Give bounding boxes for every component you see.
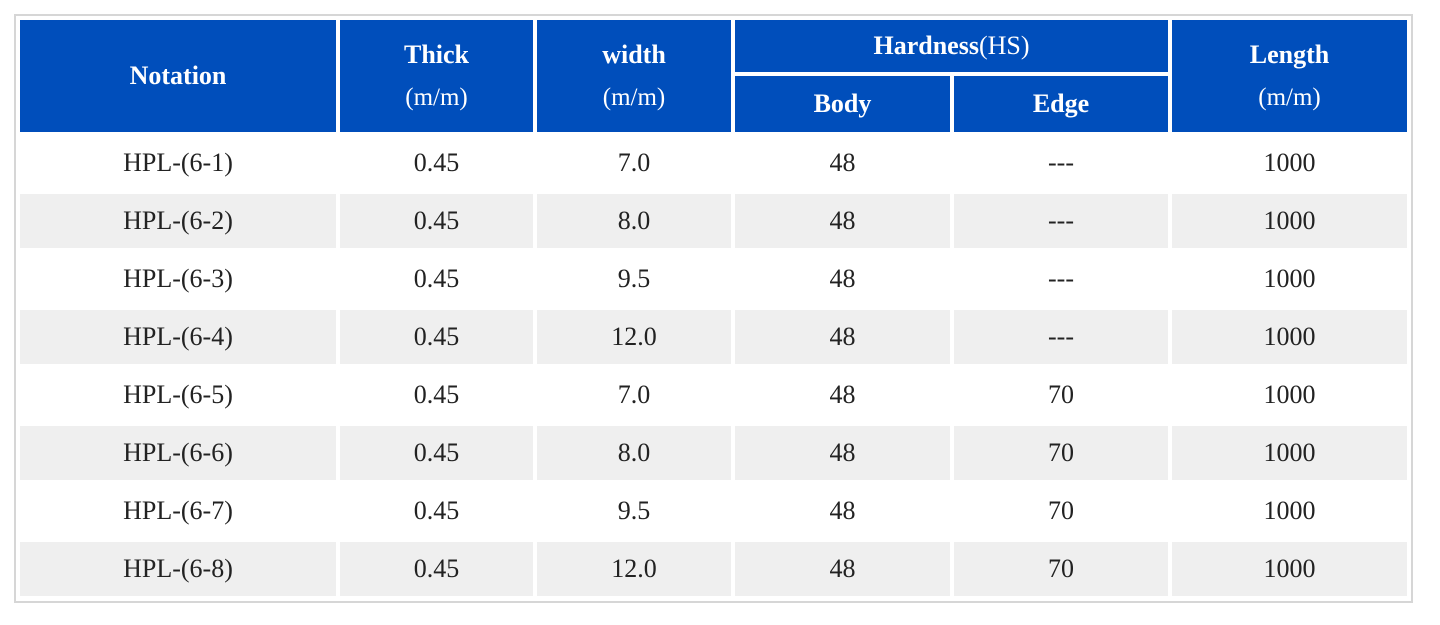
cell-edge: 70 (954, 542, 1168, 596)
cell-notation: HPL-(6-8) (20, 542, 336, 596)
table-row: HPL-(6-6) 0.45 8.0 48 70 1000 (20, 426, 1407, 480)
header-body: Body (735, 76, 950, 132)
header-width-unit: (m/m) (602, 84, 666, 111)
cell-body: 48 (735, 252, 950, 306)
header-hardness-unit: (HS) (978, 31, 1030, 60)
header-length: Length (m/m) (1172, 20, 1407, 132)
cell-notation: HPL-(6-4) (20, 310, 336, 364)
cell-edge: --- (954, 194, 1168, 248)
table-row: HPL-(6-4) 0.45 12.0 48 --- 1000 (20, 310, 1407, 364)
cell-body: 48 (735, 310, 950, 364)
cell-length: 1000 (1172, 136, 1407, 190)
cell-body: 48 (735, 368, 950, 422)
cell-width: 8.0 (537, 426, 731, 480)
cell-notation: HPL-(6-2) (20, 194, 336, 248)
cell-length: 1000 (1172, 194, 1407, 248)
cell-edge: --- (954, 136, 1168, 190)
cell-body: 48 (735, 194, 950, 248)
header-thick-label: Thick (403, 40, 470, 69)
cell-length: 1000 (1172, 368, 1407, 422)
cell-width: 9.5 (537, 484, 731, 538)
cell-width: 7.0 (537, 368, 731, 422)
cell-notation: HPL-(6-7) (20, 484, 336, 538)
cell-width: 12.0 (537, 310, 731, 364)
cell-notation: HPL-(6-1) (20, 136, 336, 190)
spec-table: Notation Thick (m/m) width (m/m) Hardnes… (16, 16, 1411, 600)
cell-thick: 0.45 (340, 252, 533, 306)
cell-thick: 0.45 (340, 194, 533, 248)
cell-thick: 0.45 (340, 136, 533, 190)
cell-edge: 70 (954, 484, 1168, 538)
cell-body: 48 (735, 426, 950, 480)
header-width-label: width (602, 40, 666, 69)
cell-width: 7.0 (537, 136, 731, 190)
cell-width: 8.0 (537, 194, 731, 248)
cell-body: 48 (735, 136, 950, 190)
header-length-label: Length (1249, 40, 1330, 69)
cell-edge: 70 (954, 426, 1168, 480)
table-row: HPL-(6-5) 0.45 7.0 48 70 1000 (20, 368, 1407, 422)
cell-edge: --- (954, 252, 1168, 306)
header-body-label: Body (813, 89, 872, 118)
table-row: HPL-(6-2) 0.45 8.0 48 --- 1000 (20, 194, 1407, 248)
header-length-unit: (m/m) (1258, 84, 1321, 111)
header-hardness: Hardness(HS) (735, 20, 1168, 72)
table-row: HPL-(6-1) 0.45 7.0 48 --- 1000 (20, 136, 1407, 190)
cell-length: 1000 (1172, 252, 1407, 306)
cell-notation: HPL-(6-6) (20, 426, 336, 480)
table-body: HPL-(6-1) 0.45 7.0 48 --- 1000 HPL-(6-2)… (20, 136, 1407, 596)
cell-length: 1000 (1172, 542, 1407, 596)
cell-edge: 70 (954, 368, 1168, 422)
header-thick: Thick (m/m) (340, 20, 533, 132)
cell-length: 1000 (1172, 310, 1407, 364)
spec-table-frame: Notation Thick (m/m) width (m/m) Hardnes… (14, 14, 1413, 603)
header-thick-unit: (m/m) (405, 84, 468, 111)
cell-edge: --- (954, 310, 1168, 364)
cell-thick: 0.45 (340, 542, 533, 596)
cell-thick: 0.45 (340, 310, 533, 364)
header-edge: Edge (954, 76, 1168, 132)
cell-body: 48 (735, 484, 950, 538)
cell-notation: HPL-(6-3) (20, 252, 336, 306)
cell-thick: 0.45 (340, 426, 533, 480)
cell-length: 1000 (1172, 426, 1407, 480)
cell-width: 12.0 (537, 542, 731, 596)
header-width: width (m/m) (537, 20, 731, 132)
cell-length: 1000 (1172, 484, 1407, 538)
cell-thick: 0.45 (340, 368, 533, 422)
table-header: Notation Thick (m/m) width (m/m) Hardnes… (20, 20, 1407, 132)
cell-width: 9.5 (537, 252, 731, 306)
table-row: HPL-(6-3) 0.45 9.5 48 --- 1000 (20, 252, 1407, 306)
header-hardness-label: Hardness (873, 31, 979, 60)
table-row: HPL-(6-7) 0.45 9.5 48 70 1000 (20, 484, 1407, 538)
table-row: HPL-(6-8) 0.45 12.0 48 70 1000 (20, 542, 1407, 596)
cell-body: 48 (735, 542, 950, 596)
header-edge-label: Edge (1032, 89, 1090, 118)
cell-thick: 0.45 (340, 484, 533, 538)
cell-notation: HPL-(6-5) (20, 368, 336, 422)
header-notation: Notation (20, 20, 336, 132)
header-notation-label: Notation (129, 61, 227, 90)
